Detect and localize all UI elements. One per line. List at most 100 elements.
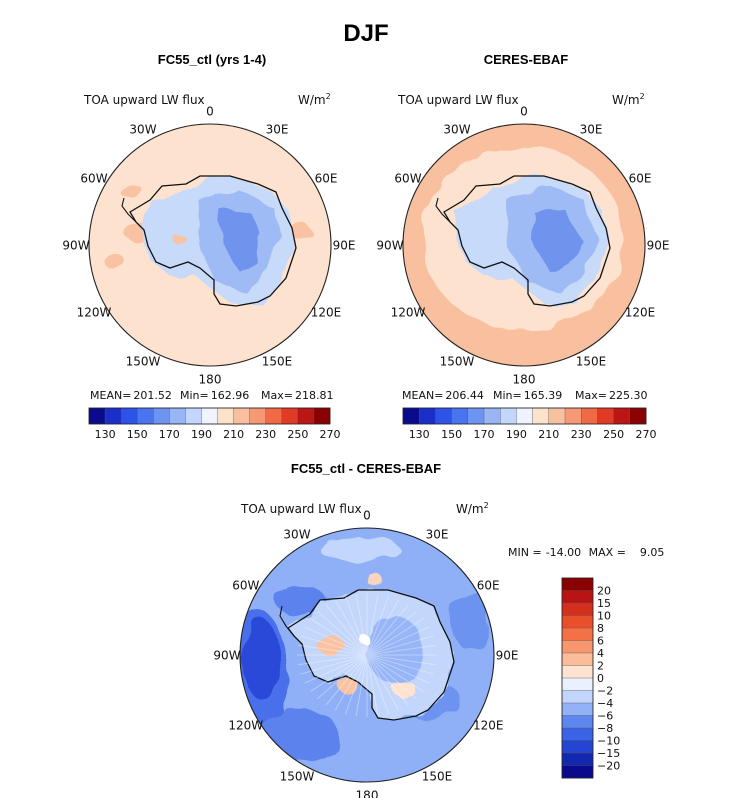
polar-map-obs <box>402 123 646 367</box>
polar-map-diff <box>239 527 495 783</box>
lon-label-model: 30E <box>266 123 289 137</box>
map-border <box>88 123 332 367</box>
colorbar-swatch <box>561 640 594 654</box>
colorbar-swatch <box>516 407 534 425</box>
colorbar-tick-label: −2 <box>597 685 613 698</box>
colorbar-swatch <box>217 407 235 425</box>
colorbar-tick-label: −20 <box>597 760 620 773</box>
streak <box>366 599 400 656</box>
flux-contour-inner <box>222 212 262 268</box>
colorbar-swatch <box>561 727 594 742</box>
colorbar-swatch <box>561 765 594 779</box>
colorbar-tick-label: 20 <box>597 585 611 598</box>
colorbar-swatch <box>629 407 647 425</box>
stat-mean-label: MEAN= <box>402 389 443 402</box>
colorbar-swatch <box>561 665 594 679</box>
variable-label-model: TOA upward LW flux <box>83 93 205 107</box>
ocean-patch <box>105 254 125 270</box>
warm-spot <box>171 233 185 243</box>
map-border <box>239 527 495 783</box>
colorbar-swatch <box>561 702 594 717</box>
colorbar-swatch <box>88 407 106 425</box>
lon-label-obs: 30W <box>443 123 470 137</box>
colorbar-swatch <box>597 407 615 425</box>
streak <box>304 654 368 684</box>
peninsula-coastline <box>121 197 137 223</box>
lon-label-diff: 90W <box>213 649 240 663</box>
streak <box>366 595 390 656</box>
lon-label-diff: 120W <box>228 719 263 733</box>
colorbar-tick-label: 2 <box>597 660 604 673</box>
variable-label-obs: TOA upward LW flux <box>397 93 519 107</box>
colorbar-swatch <box>561 602 594 617</box>
colorbar-tick-label: 10 <box>597 610 611 623</box>
stat-min: 165.39 <box>524 389 563 402</box>
streak <box>366 618 424 656</box>
lon-label-diff: 150W <box>280 770 315 784</box>
lon-label-obs: 180 <box>513 373 536 387</box>
colorbar-swatch <box>402 407 420 425</box>
peninsula-coastline <box>279 605 295 637</box>
colorbar-tick-label: 190 <box>191 428 212 441</box>
colorbar-tick-label: 170 <box>474 428 495 441</box>
colorbar-tick-label: 130 <box>95 428 116 441</box>
streak <box>334 654 368 711</box>
colorbar-swatch <box>265 407 283 425</box>
colorbar-swatch <box>483 407 501 425</box>
streak <box>366 654 430 684</box>
map-border <box>402 123 646 367</box>
colorbar-tick-label: 230 <box>571 428 592 441</box>
colorbar-swatch <box>561 615 594 629</box>
stat-min: -14.00 <box>546 546 581 559</box>
colorbar-swatch <box>561 740 594 754</box>
streak <box>334 599 368 656</box>
colorbar-swatch <box>561 677 594 692</box>
colorbar-swatch <box>281 407 299 425</box>
colorbar-swatch <box>561 752 594 767</box>
streak <box>366 644 437 656</box>
streak <box>310 654 368 692</box>
streak <box>297 644 368 656</box>
streak <box>366 654 400 711</box>
longitude-labels: 0 30E 60E 90E 120E 150E 180 150W 120W 90W 60W 30W 0 3… <box>62 105 669 798</box>
diff-patch <box>244 620 280 700</box>
colorbar-tick-label: 150 <box>441 428 462 441</box>
colorbar-tick-label: 210 <box>223 428 244 441</box>
colorbar-tick-label: 270 <box>636 428 657 441</box>
colorbar-swatch <box>451 407 469 425</box>
colorbar-tick-label: 190 <box>506 428 527 441</box>
streak <box>366 654 424 692</box>
colorbar-obs: 130 150 170 190 210 230 250 270 <box>402 407 657 441</box>
units-label-diff: W/m2 <box>456 501 489 516</box>
lon-label-model: 30W <box>129 123 156 137</box>
coastline <box>287 589 455 721</box>
diff-patch <box>275 585 325 615</box>
diff-patch <box>367 574 383 586</box>
colorbar-tick-label: 250 <box>603 428 624 441</box>
lon-label-obs: 90W <box>376 239 403 253</box>
colorbar-swatch <box>297 407 315 425</box>
diff-patch <box>260 710 340 760</box>
polar-map-model <box>88 123 332 367</box>
colorbar-frame <box>402 407 647 425</box>
diff-patch <box>316 636 344 654</box>
diff-patch <box>320 538 400 562</box>
stat-max: 225.30 <box>609 389 648 402</box>
flux-contour-inner <box>532 210 580 270</box>
lon-label-obs: 60E <box>629 172 652 186</box>
lon-label-diff: 180 <box>356 789 379 798</box>
stat-mean: 206.44 <box>445 389 484 402</box>
lon-label-model: 90W <box>62 239 89 253</box>
colorbar-swatch <box>561 627 594 642</box>
lon-label-model: 150E <box>262 355 293 369</box>
colorbar-swatch <box>561 577 594 592</box>
lon-label-diff: 30W <box>283 527 310 541</box>
colorbar-swatch <box>564 407 582 425</box>
coastline <box>443 175 611 307</box>
colorbar-swatch <box>613 407 631 425</box>
colorbar-tick-label: 270 <box>320 428 341 441</box>
colorbar-swatch <box>419 407 436 425</box>
lon-label-obs: 0 <box>520 105 528 119</box>
panel-title-diff: FC55_ctl - CERES-EBAF <box>291 461 441 476</box>
colorbar-tick-label: −15 <box>597 747 620 760</box>
